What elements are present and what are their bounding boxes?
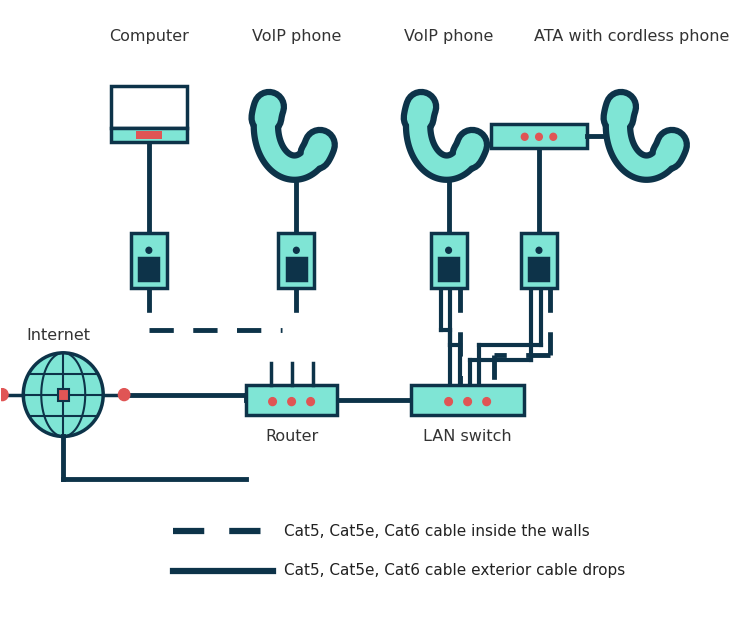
Circle shape <box>269 398 276 406</box>
Circle shape <box>294 248 299 253</box>
FancyBboxPatch shape <box>530 258 548 280</box>
Text: VoIP phone: VoIP phone <box>404 29 493 44</box>
FancyBboxPatch shape <box>139 258 159 280</box>
FancyBboxPatch shape <box>287 258 306 280</box>
FancyBboxPatch shape <box>131 233 167 288</box>
Circle shape <box>288 398 296 406</box>
Text: Router: Router <box>265 429 318 444</box>
FancyBboxPatch shape <box>521 233 557 288</box>
FancyBboxPatch shape <box>247 384 337 414</box>
Circle shape <box>522 133 528 140</box>
Text: LAN switch: LAN switch <box>423 429 512 444</box>
Circle shape <box>23 353 104 436</box>
Text: VoIP phone: VoIP phone <box>252 29 341 44</box>
Circle shape <box>307 398 314 406</box>
Circle shape <box>464 398 472 406</box>
Circle shape <box>146 248 152 253</box>
FancyBboxPatch shape <box>111 86 187 128</box>
FancyBboxPatch shape <box>411 384 524 414</box>
FancyBboxPatch shape <box>57 389 69 401</box>
Circle shape <box>0 389 8 401</box>
Text: Cat5, Cat5e, Cat6 cable exterior cable drops: Cat5, Cat5e, Cat6 cable exterior cable d… <box>284 563 625 578</box>
Circle shape <box>483 398 490 406</box>
FancyBboxPatch shape <box>136 131 162 139</box>
Text: Computer: Computer <box>109 29 188 44</box>
Circle shape <box>445 398 452 406</box>
Circle shape <box>118 389 130 401</box>
Circle shape <box>536 133 542 140</box>
Text: ATA with cordless phone: ATA with cordless phone <box>533 29 729 44</box>
FancyBboxPatch shape <box>431 233 466 288</box>
Text: Cat5, Cat5e, Cat6 cable inside the walls: Cat5, Cat5e, Cat6 cable inside the walls <box>284 524 590 539</box>
FancyBboxPatch shape <box>492 124 586 148</box>
Circle shape <box>550 133 557 140</box>
FancyBboxPatch shape <box>111 128 187 142</box>
Circle shape <box>536 248 542 253</box>
FancyBboxPatch shape <box>439 258 458 280</box>
FancyBboxPatch shape <box>279 233 314 288</box>
Text: Internet: Internet <box>27 328 90 343</box>
Circle shape <box>446 248 451 253</box>
